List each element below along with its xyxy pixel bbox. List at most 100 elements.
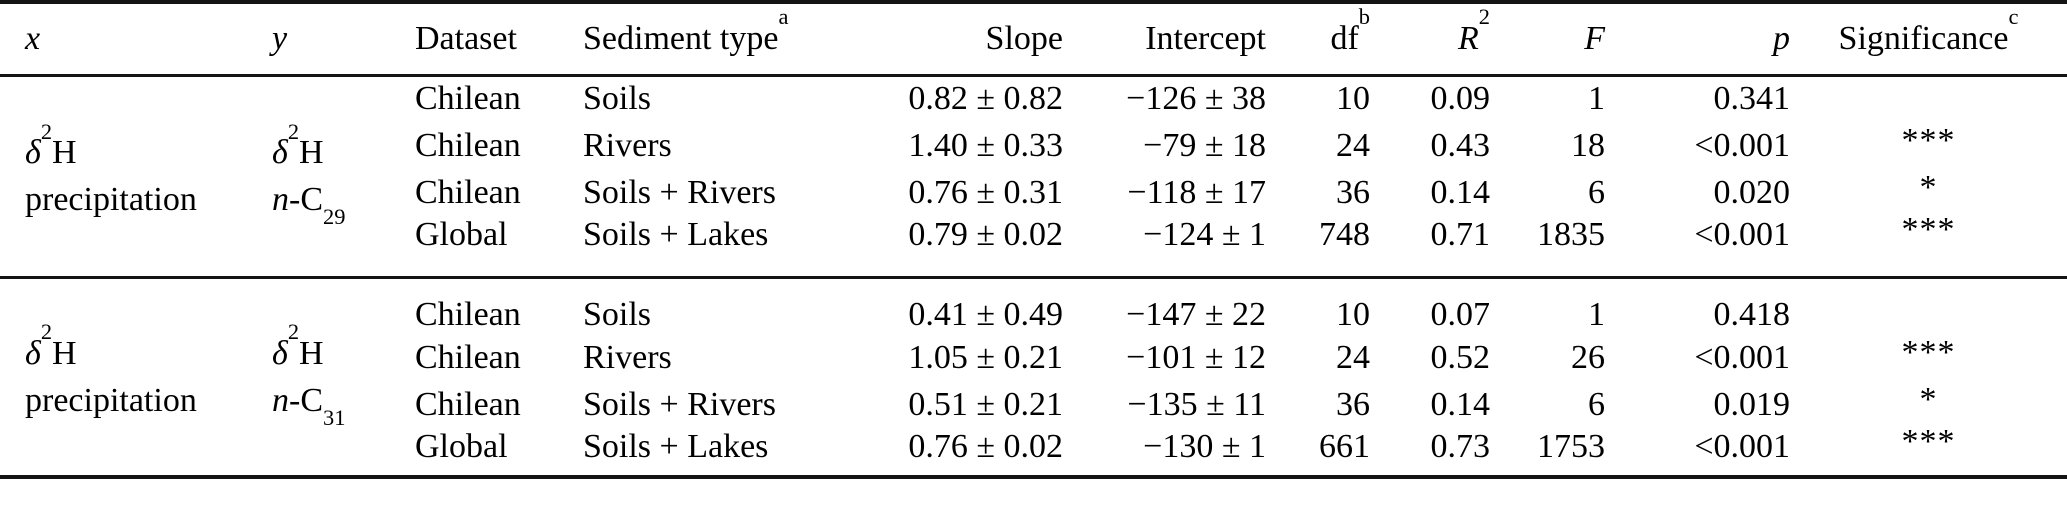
header-r-squared: R2 bbox=[1458, 4, 1490, 57]
intercept-cell: −118 ± 17 bbox=[1127, 173, 1266, 211]
dataset-cell: Chilean bbox=[415, 338, 521, 376]
df-cell: 748 bbox=[1319, 216, 1370, 253]
sediment-type-cell: Soils + Rivers bbox=[583, 385, 776, 423]
p-value-cell: <0.001 bbox=[1694, 338, 1790, 376]
slope-cell: 0.76 ± 0.02 bbox=[908, 428, 1063, 465]
significance-cell: *** bbox=[1901, 333, 1956, 371]
header-slope: Slope bbox=[985, 19, 1063, 57]
header-f-statistic: F bbox=[1584, 19, 1605, 57]
header-significance: Significancec bbox=[1838, 4, 2019, 57]
intercept-cell: −101 ± 12 bbox=[1126, 338, 1266, 376]
intercept-cell: −147 ± 22 bbox=[1126, 296, 1266, 333]
table-row: δ2H precipitation δ2H n-C29 Chilean Soil… bbox=[0, 75, 2067, 228]
f-statistic-cell: 1753 bbox=[1537, 428, 1605, 465]
df-cell: 24 bbox=[1336, 126, 1370, 164]
sediment-type-cell: Soils + Rivers bbox=[583, 173, 776, 211]
intercept-cell: −124 ± 1 bbox=[1143, 216, 1266, 253]
footnote-marker-b: b bbox=[1358, 4, 1370, 30]
table-header: x y Dataset Sediment typea Slope Interce… bbox=[0, 2, 2067, 75]
significance-cell: *** bbox=[1901, 423, 1956, 460]
header-x: x bbox=[25, 19, 41, 57]
p-value-cell: <0.001 bbox=[1694, 126, 1790, 164]
intercept-cell: −135 ± 11 bbox=[1127, 385, 1266, 423]
r-squared-cell: 0.43 bbox=[1430, 126, 1491, 164]
table-row: Chilean Rivers 1.40 ± 0.33 −79 ± 18 24 0… bbox=[0, 122, 2067, 169]
intercept-cell: −79 ± 18 bbox=[1143, 126, 1266, 164]
slope-cell: 0.76 ± 0.31 bbox=[908, 173, 1063, 211]
sediment-type-cell: Soils bbox=[583, 296, 652, 333]
significance-cell: *** bbox=[1901, 211, 1956, 248]
header-sediment-type: Sediment typea bbox=[583, 4, 789, 57]
sediment-type-cell: Soils + Lakes bbox=[583, 216, 769, 253]
p-value-cell: 0.020 bbox=[1713, 173, 1791, 211]
significance-cell: * bbox=[1919, 380, 1938, 418]
r-squared-cell: 0.14 bbox=[1430, 385, 1491, 423]
y-variable-cell: δ2H n-C29 bbox=[272, 118, 346, 230]
df-cell: 36 bbox=[1336, 173, 1370, 211]
df-cell: 36 bbox=[1336, 385, 1370, 423]
r-squared-cell: 0.73 bbox=[1430, 428, 1491, 465]
sediment-type-cell: Soils + Lakes bbox=[583, 428, 769, 465]
significance-cell bbox=[1790, 278, 2067, 335]
significance-cell: *** bbox=[1901, 121, 1956, 159]
significance-cell: * bbox=[1919, 168, 1938, 206]
f-statistic-cell: 1835 bbox=[1537, 216, 1605, 253]
intercept-cell: −126 ± 38 bbox=[1126, 80, 1266, 118]
df-cell: 24 bbox=[1336, 338, 1370, 376]
p-value-cell: 0.341 bbox=[1713, 80, 1791, 118]
r-squared-cell: 0.07 bbox=[1430, 296, 1491, 333]
header-df: dfb bbox=[1330, 4, 1370, 57]
dataset-cell: Global bbox=[415, 216, 508, 253]
f-statistic-cell: 1 bbox=[1588, 80, 1605, 118]
header-row: x y Dataset Sediment typea Slope Interce… bbox=[0, 2, 2067, 75]
y-variable-cell: δ2H n-C31 bbox=[272, 319, 346, 431]
intercept-cell: −130 ± 1 bbox=[1143, 428, 1266, 465]
sediment-type-cell: Rivers bbox=[583, 338, 672, 376]
table-row: Global Soils + Lakes 0.76 ± 0.02 −130 ± … bbox=[0, 423, 2067, 477]
table-section-c31: δ2H precipitation δ2H n-C31 Chilean Soil… bbox=[0, 278, 2067, 478]
footnote-marker-a: a bbox=[778, 4, 789, 30]
dataset-cell: Chilean bbox=[415, 296, 521, 333]
r-squared-cell: 0.09 bbox=[1430, 80, 1491, 118]
slope-cell: 0.41 ± 0.49 bbox=[908, 296, 1063, 333]
f-statistic-cell: 6 bbox=[1588, 385, 1605, 423]
df-cell: 10 bbox=[1336, 80, 1370, 118]
regression-statistics-table: x y Dataset Sediment typea Slope Interce… bbox=[0, 0, 2067, 479]
header-y: y bbox=[272, 19, 288, 57]
p-value-cell: 0.418 bbox=[1713, 296, 1791, 333]
p-value-cell: <0.001 bbox=[1694, 428, 1790, 465]
header-dataset: Dataset bbox=[415, 19, 517, 57]
slope-cell: 0.79 ± 0.02 bbox=[908, 216, 1063, 253]
footnote-marker-c: c bbox=[2008, 4, 2019, 30]
dataset-cell: Chilean bbox=[415, 126, 521, 164]
header-p-value: p bbox=[1773, 19, 1790, 57]
dataset-cell: Chilean bbox=[415, 173, 521, 211]
table-section-c29: δ2H precipitation δ2H n-C29 Chilean Soil… bbox=[0, 75, 2067, 278]
dataset-cell: Chilean bbox=[415, 80, 521, 118]
table-row: Chilean Soils + Rivers 0.76 ± 0.31 −118 … bbox=[0, 169, 2067, 216]
slope-cell: 1.40 ± 0.33 bbox=[908, 126, 1063, 164]
df-cell: 10 bbox=[1336, 296, 1370, 333]
slope-cell: 0.82 ± 0.82 bbox=[908, 80, 1063, 118]
slope-cell: 0.51 ± 0.21 bbox=[908, 385, 1063, 423]
r-squared-cell: 0.71 bbox=[1430, 216, 1491, 253]
table-row: Chilean Rivers 1.05 ± 0.21 −101 ± 12 24 … bbox=[0, 334, 2067, 381]
table-row: Global Soils + Lakes 0.79 ± 0.02 −124 ± … bbox=[0, 211, 2067, 278]
f-statistic-cell: 6 bbox=[1588, 173, 1605, 211]
f-statistic-cell: 18 bbox=[1571, 126, 1605, 164]
p-value-cell: 0.019 bbox=[1713, 385, 1791, 423]
sediment-type-cell: Rivers bbox=[583, 126, 672, 164]
f-statistic-cell: 26 bbox=[1571, 338, 1605, 376]
x-variable-cell: δ2H precipitation bbox=[25, 319, 197, 419]
table-row: Chilean Soils + Rivers 0.51 ± 0.21 −135 … bbox=[0, 381, 2067, 428]
x-variable-cell: δ2H precipitation bbox=[25, 118, 197, 219]
p-value-cell: <0.001 bbox=[1694, 216, 1790, 253]
significance-cell bbox=[1790, 75, 2067, 122]
f-statistic-cell: 1 bbox=[1588, 296, 1605, 333]
sediment-type-cell: Soils bbox=[583, 80, 652, 118]
table-row: δ2H precipitation δ2H n-C31 Chilean Soil… bbox=[0, 278, 2067, 429]
slope-cell: 1.05 ± 0.21 bbox=[908, 338, 1063, 376]
header-intercept: Intercept bbox=[1145, 19, 1266, 57]
dataset-cell: Global bbox=[415, 428, 508, 465]
